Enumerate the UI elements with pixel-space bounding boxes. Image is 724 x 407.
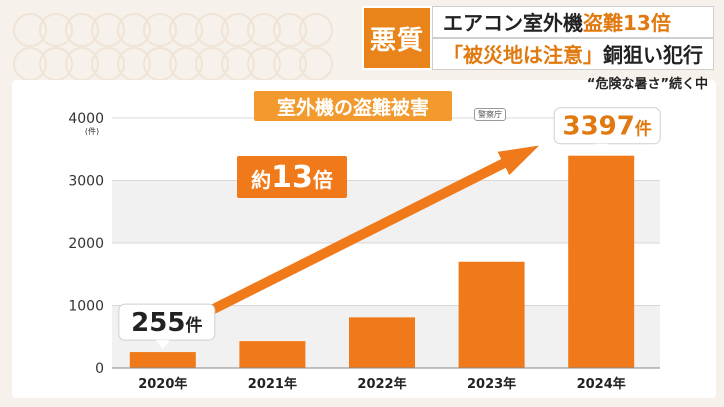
headline-lines: エアコン室外機盗難13倍 「被災地は注意」銅狙い犯行	[432, 6, 714, 70]
headline-line-1: エアコン室外機盗難13倍	[432, 6, 714, 38]
x-tick-label: 2024年	[577, 376, 626, 392]
y-tick-label: 0	[95, 361, 104, 377]
callout-pointer	[155, 340, 170, 350]
headline-line1-prefix: エアコン室外機	[443, 11, 583, 35]
growth-arrow	[158, 145, 540, 340]
x-tick-label: 2021年	[248, 376, 297, 392]
headline-line2-suffix: 銅狙い犯行	[603, 43, 703, 67]
bar	[239, 341, 306, 368]
value-label: 255件	[131, 308, 202, 338]
headline-line2-accent: 「被災地は注意」	[443, 43, 603, 67]
arrow-label: 約13倍	[251, 160, 333, 195]
x-tick-label: 2020年	[138, 376, 187, 392]
bar	[129, 352, 196, 368]
headline-line1-accent: 盗難13倍	[583, 11, 671, 35]
headline-block: 悪質 エアコン室外機盗難13倍 「被災地は注意」銅狙い犯行	[362, 6, 714, 70]
headline-badge: 悪質	[362, 6, 432, 70]
y-unit-label: (件)	[85, 126, 99, 136]
callout-pointer	[594, 143, 609, 153]
subhead: “危険な暑さ”続く中	[586, 77, 708, 92]
y-tick-label: 2000	[68, 236, 104, 252]
source-label: 警察庁	[474, 108, 506, 121]
bar	[349, 317, 415, 368]
value-label: 3397件	[563, 112, 652, 142]
y-tick-label: 4000	[68, 111, 104, 127]
y-tick-label: 3000	[68, 174, 104, 190]
arrow-label-box	[237, 156, 347, 198]
y-tick-label: 1000	[68, 299, 104, 315]
x-tick-label: 2023年	[467, 376, 516, 392]
headline-line-2: 「被災地は注意」銅狙い犯行	[432, 38, 714, 70]
bar	[568, 155, 635, 368]
x-tick-label: 2022年	[357, 376, 406, 392]
bar	[458, 261, 525, 368]
chart-title: 室外機の盗難被害	[254, 91, 452, 121]
